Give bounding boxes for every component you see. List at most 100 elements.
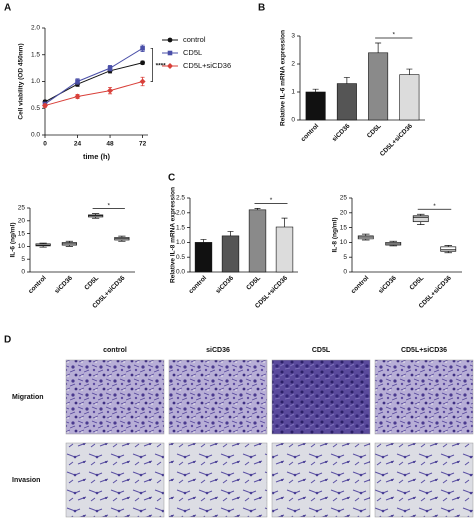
bar [336,83,357,121]
legend-marker [167,63,173,69]
column-label: siCD36 [206,347,230,354]
y-tick-label: 0 [343,269,347,276]
error-bar [375,42,382,53]
x-tick-label: control [27,275,48,296]
point [75,79,80,84]
y-tick-label: 10 [340,239,348,246]
legend-marker [167,37,173,43]
panel-letter: D [4,335,11,346]
y-tick-label: 1 [291,89,295,96]
micrograph [65,442,165,518]
bar [305,91,326,121]
panel-letter: C [168,173,175,184]
x-tick-label: control [350,275,371,296]
series-line [44,47,143,105]
x-tick-label: CD5L [366,123,383,140]
y-tick-label: 15 [340,224,348,231]
bar [248,209,267,273]
micrograph [65,359,165,435]
legend-label: control [183,35,206,44]
x-tick-label: 48 [106,141,114,148]
micrograph [271,359,371,435]
panel-letter: B [258,3,265,14]
error-bar [312,88,319,92]
y-axis-label: Cell viability (OD 450nm) [18,43,25,119]
y-tick-label: 2.0 [176,210,185,217]
x-tick-label: 24 [74,141,82,148]
y-axis-label: Relative IL-8 mRNA expression [170,187,177,283]
point [140,46,145,51]
y-tick-label: 10 [18,243,26,250]
y-tick-label: 20 [18,218,26,225]
y-tick-label: 20 [340,210,348,217]
column-label: CD5L [312,347,331,354]
y-tick-label: 1.5 [31,51,40,58]
point [107,65,113,71]
y-axis-label: IL-6 (ng/ml) [10,222,17,257]
micrograph [271,442,371,518]
column-label: control [103,347,127,354]
significance: **** [156,63,167,70]
significance: * [433,203,436,210]
micrograph [374,442,474,518]
bar [221,235,240,273]
x-tick-label: control [300,123,321,144]
y-tick-label: 0 [291,117,295,124]
y-axis-label: IL-8 (ng/ml) [332,217,339,252]
y-tick-label: 25 [340,195,348,202]
x-axis-label: time (h) [83,152,111,161]
bar [275,226,294,273]
y-tick-label: 25 [18,205,26,212]
error-bar [281,217,288,228]
panel-letter: A [4,3,11,14]
box [412,215,429,223]
bar [194,242,213,273]
y-tick-label: 2 [291,61,295,68]
column-label: CD5L+siCD36 [401,347,447,354]
x-tick-label: siCD36 [215,274,236,295]
legend-marker [167,50,173,56]
bar [368,52,389,121]
error-bar [406,68,413,75]
y-axis-label: Relative IL-6 mRNA expression [280,30,287,126]
x-tick-label: CD5L [245,275,262,292]
x-tick-label: CD5L [408,275,425,292]
y-tick-label: 5 [343,254,347,261]
y-tick-label: 5 [21,256,25,263]
y-tick-label: 15 [18,230,26,237]
x-tick-label: 72 [139,141,147,148]
micrograph [168,359,268,435]
micrograph [374,359,474,435]
y-tick-label: 2.0 [31,25,40,32]
x-tick-label: CD5L [83,275,100,292]
row-label: Migration [12,394,44,401]
error-bar [200,239,207,243]
bar [399,74,420,121]
error-bar [254,208,261,210]
y-tick-label: 0 [21,269,25,276]
error-bar [227,231,234,236]
y-tick-label: 0.5 [176,254,185,261]
x-tick-label: siCD36 [53,274,74,295]
y-tick-label: 1.5 [176,224,185,231]
x-tick-label: 0 [43,141,47,148]
legend-label: CD5L [183,48,202,57]
y-tick-label: 1.0 [176,239,185,246]
significance: * [392,32,395,39]
significance: * [270,197,273,204]
micrograph [168,442,268,518]
point [140,60,145,66]
significance: * [107,202,110,209]
box [440,246,457,252]
x-tick-label: CD5L+siCD36 [379,122,414,157]
point [42,102,48,109]
y-tick-label: 1.0 [31,78,40,85]
point [107,87,114,94]
y-tick-label: 3 [291,33,295,40]
x-tick-label: control [188,275,209,296]
error-bar [343,77,350,84]
x-tick-label: siCD36 [377,274,398,295]
y-tick-label: 2.5 [176,195,185,202]
whisker [416,221,425,225]
